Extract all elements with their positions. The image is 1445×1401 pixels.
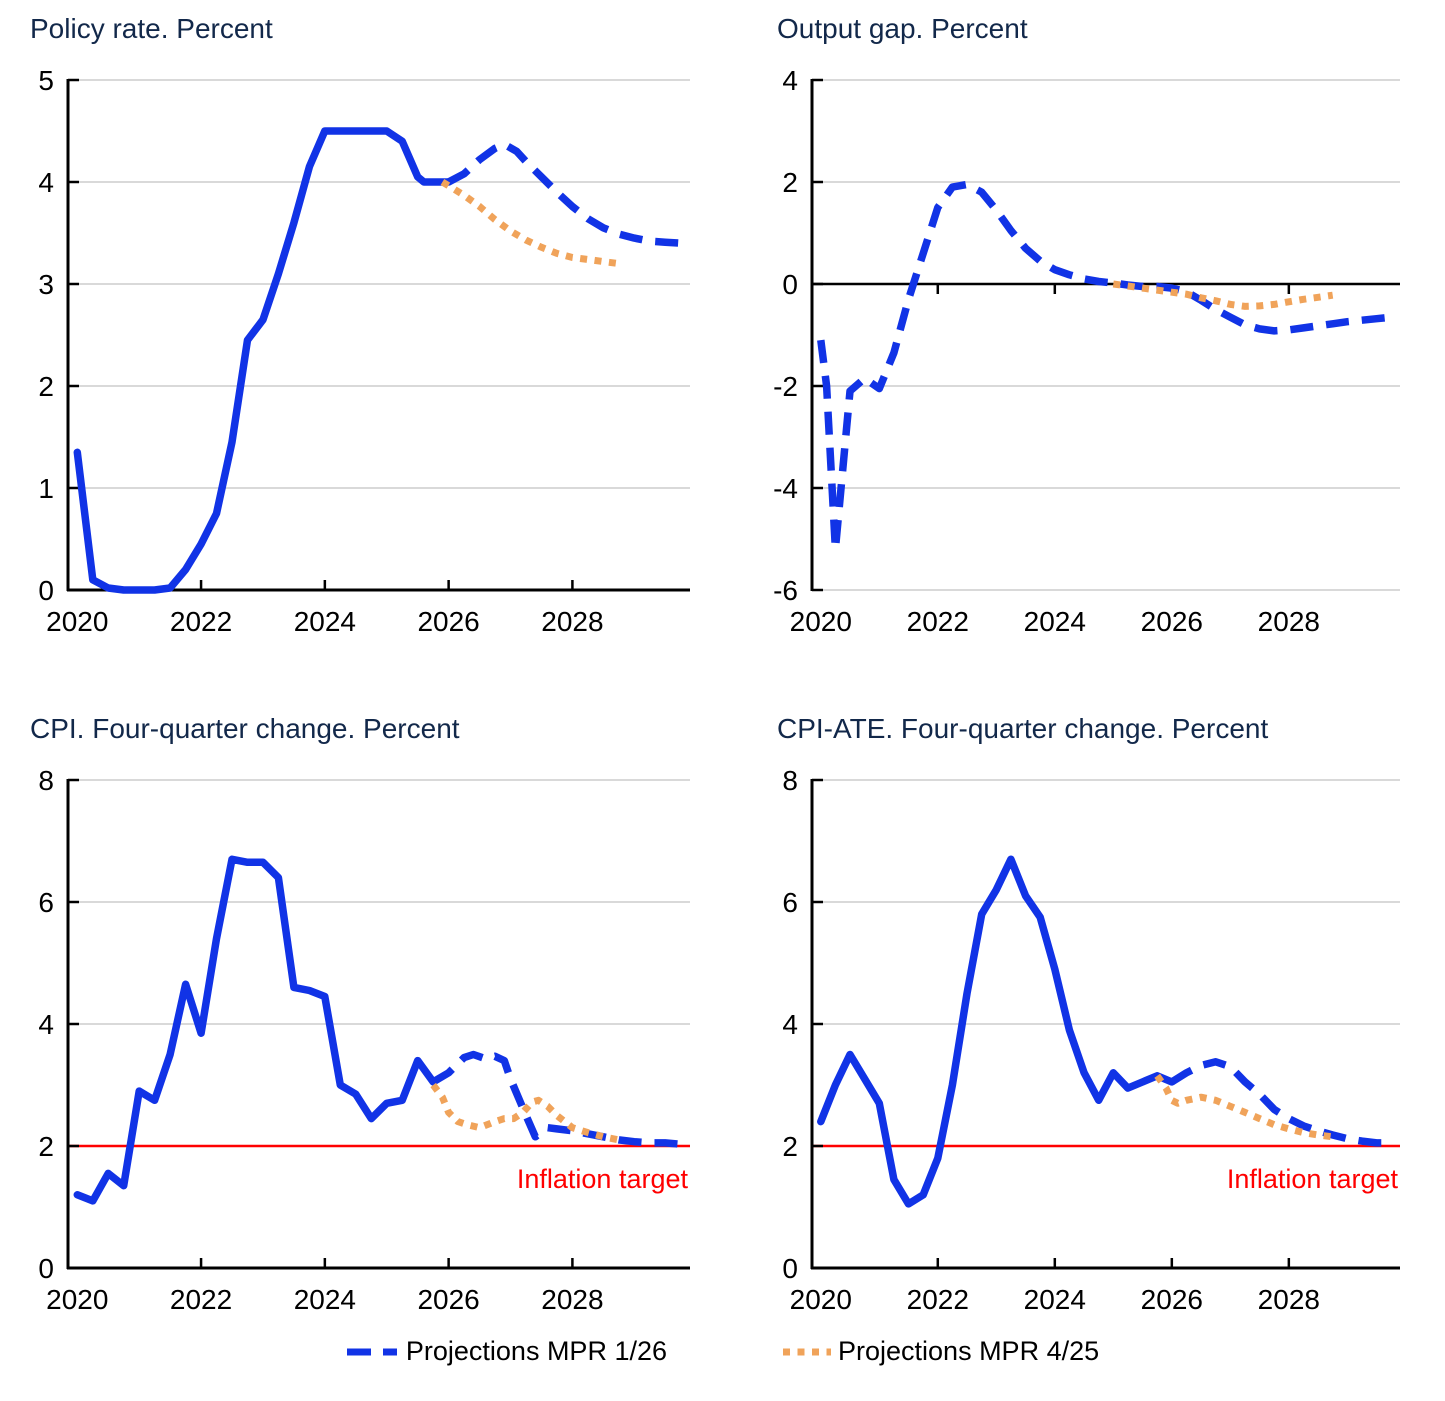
legend-item-mpr-4-25: Projections MPR 4/25: [782, 1336, 1099, 1367]
y-tick-label: 4: [782, 70, 798, 96]
series-solid-blue: [817, 855, 1176, 1208]
cpi-ate-chart: 0 2 4 6 8 2020 2022 2024 2026 2028 Inflation targe…: [782, 770, 1400, 1315]
chart-title-output-gap: Output gap. Percent: [777, 13, 1028, 44]
panel-cpi: CPI. Four-quarter change. Percent 0 2 4 6 8 2…: [28, 712, 722, 1315]
series-dotted-orange: [430, 1082, 620, 1144]
series-dotted-orange: [1112, 280, 1334, 310]
cpi-chart: 0 2 4 6 8 2020 2022 2024 2026 2028 Inflation targe…: [38, 770, 690, 1315]
x-tick-label: 2028: [1258, 1284, 1320, 1315]
chart-title-cpi: CPI. Four-quarter change. Percent: [30, 713, 460, 744]
y-tick-label: 5: [38, 70, 54, 96]
x-tick-label: 2026: [1141, 606, 1203, 635]
x-tick-label: 2026: [1141, 1284, 1203, 1315]
y-tick-label: -4: [773, 473, 798, 504]
y-tick-label: 0: [782, 269, 798, 300]
x-tick-label: 2024: [294, 1284, 356, 1315]
panel-output-gap: Output gap. Percent -6 -4 -2 0 2 4 2020 2022 202…: [722, 12, 1422, 635]
y-tick-label: 4: [38, 1009, 54, 1040]
x-tick-label: 2028: [541, 1284, 603, 1315]
series-dotted-orange: [1154, 1073, 1334, 1141]
y-tick-label: 3: [38, 269, 54, 300]
series-dashed-blue: [431, 1050, 682, 1148]
y-tick-label: 0: [782, 1253, 798, 1284]
chart-title-policy-rate: Policy rate. Percent: [30, 13, 273, 44]
y-tick-label: 6: [38, 887, 54, 918]
y-tick-label: 4: [38, 167, 54, 198]
y-tick-label: -6: [773, 575, 798, 606]
x-tick-label: 2022: [907, 606, 969, 635]
x-tick-label: 2024: [1024, 606, 1086, 635]
y-tick-label: 8: [38, 770, 54, 796]
panel-policy-rate: Policy rate. Percent 0 1 2 3 4 5 2020 2022 2024 2…: [28, 12, 722, 635]
x-tick-label: 2022: [170, 1284, 232, 1315]
y-tick-label: 2: [782, 1131, 798, 1162]
policy-rate-chart: 0 1 2 3 4 5 2020 2022 2024 2026 2028: [38, 70, 690, 635]
legend-label-mpr-1-26: Projections MPR 1/26: [405, 1336, 667, 1366]
x-tick-label: 2022: [907, 1284, 969, 1315]
output-gap-chart: -6 -4 -2 0 2 4 2020 2022 2024 2026 2028: [773, 70, 1400, 635]
y-tick-label: 4: [782, 1009, 798, 1040]
legend-label-mpr-4-25: Projections MPR 4/25: [838, 1336, 1100, 1366]
x-tick-label: 2020: [790, 1284, 852, 1315]
x-tick-label: 2020: [790, 606, 852, 635]
dotted-line-sample-icon: [783, 1348, 831, 1355]
x-tick-label: 2024: [1024, 1284, 1086, 1315]
chart-legend: Projections MPR 1/26 Projections MPR 4/2…: [0, 1336, 1445, 1367]
legend-item-mpr-1-26: Projections MPR 1/26: [346, 1336, 667, 1367]
x-tick-label: 2028: [541, 606, 603, 635]
y-tick-label: 2: [38, 371, 54, 402]
inflation-target-label: Inflation target: [1227, 1164, 1399, 1194]
x-tick-label: 2026: [417, 606, 479, 635]
series-dashed-blue: [1169, 1058, 1392, 1147]
y-tick-label: 8: [782, 770, 798, 796]
y-tick-label: -2: [773, 371, 798, 402]
series-solid-blue: [73, 855, 437, 1205]
x-tick-label: 2026: [417, 1284, 479, 1315]
y-tick-label: 0: [38, 575, 54, 606]
x-tick-label: 2028: [1258, 606, 1320, 635]
y-tick-label: 0: [38, 1253, 54, 1284]
x-tick-label: 2020: [46, 1284, 108, 1315]
series-solid-blue: [73, 127, 453, 594]
x-tick-label: 2020: [46, 606, 108, 635]
dashed-line-sample-icon: [346, 1348, 399, 1355]
series-dashed-blue: [446, 140, 681, 247]
y-tick-label: 2: [782, 167, 798, 198]
y-tick-label: 6: [782, 887, 798, 918]
series-dashed-blue: [817, 180, 1392, 553]
x-tick-label: 2022: [170, 606, 232, 635]
chart-title-cpi-ate: CPI-ATE. Four-quarter change. Percent: [777, 713, 1269, 744]
y-tick-label: 1: [38, 473, 54, 504]
x-tick-label: 2024: [294, 606, 356, 635]
y-tick-label: 2: [38, 1131, 54, 1162]
inflation-target-label: Inflation target: [517, 1164, 689, 1194]
